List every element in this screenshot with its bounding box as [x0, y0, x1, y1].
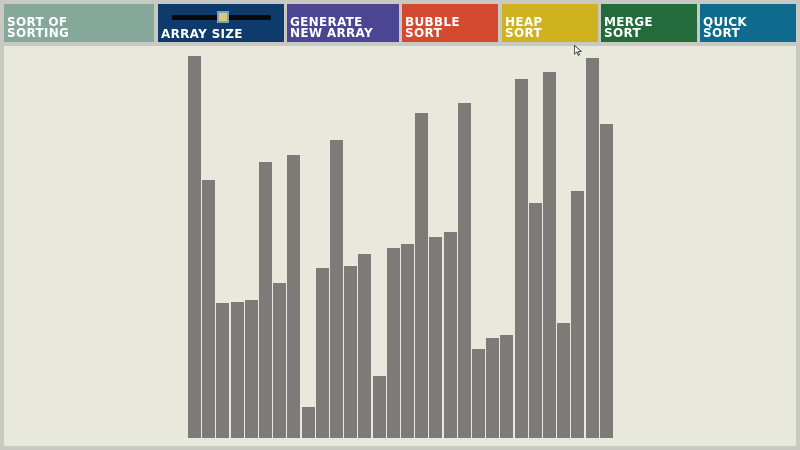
array-bar: [202, 180, 216, 438]
heap-line1: HEAP: [505, 15, 543, 29]
array-bar: [301, 407, 315, 438]
array-bar: [344, 266, 358, 438]
array-bar: [528, 203, 542, 438]
array-bar: [358, 254, 372, 438]
array-bar: [486, 338, 500, 438]
array-bar: [216, 303, 230, 438]
generate-line1: GENERATE: [290, 15, 363, 29]
bubble-line2: SORT: [405, 26, 442, 40]
app-title-line2: SORTING: [7, 26, 70, 40]
array-bar: [273, 283, 287, 438]
array-bar: [244, 300, 258, 438]
array-size-slider-thumb[interactable]: [217, 11, 230, 23]
array-bar: [230, 302, 244, 438]
array-bar: [330, 140, 343, 438]
quick-sort-button[interactable]: QUICK SORT: [700, 4, 796, 42]
heap-line2: SORT: [505, 26, 542, 40]
generate-line2: NEW ARRAY: [290, 26, 373, 40]
array-bar: [287, 155, 301, 438]
array-bar: [188, 56, 201, 438]
array-size-control: ARRAY SIZE: [158, 4, 284, 42]
array-bar: [457, 103, 471, 438]
bubble-line1: BUBBLE: [405, 15, 460, 29]
array-bar: [315, 268, 329, 438]
array-bar: [429, 237, 443, 438]
array-bar: [401, 244, 414, 438]
merge-line2: SORT: [604, 26, 641, 40]
generate-new-array-button[interactable]: GENERATE NEW ARRAY: [287, 4, 399, 42]
toolbar: SORT OF SORTING ARRAY SIZE GENERATE NEW …: [0, 0, 800, 44]
merge-sort-button[interactable]: MERGE SORT: [601, 4, 697, 42]
sorting-canvas: [4, 46, 796, 446]
array-bar: [372, 376, 386, 438]
array-bar: [415, 113, 429, 438]
app-title: SORT OF SORTING: [4, 4, 154, 42]
array-bars: [4, 46, 796, 446]
array-size-label: ARRAY SIZE: [161, 27, 243, 41]
array-bar: [514, 79, 528, 438]
array-bar: [472, 349, 485, 438]
app-title-line1: SORT OF: [7, 15, 68, 29]
array-bar: [571, 191, 585, 438]
array-bar: [443, 232, 457, 438]
array-bar: [386, 248, 400, 438]
array-bar: [557, 323, 571, 438]
quick-line2: SORT: [703, 26, 740, 40]
bubble-sort-button[interactable]: BUBBLE SORT: [402, 4, 498, 42]
heap-sort-button[interactable]: HEAP SORT: [502, 4, 598, 42]
array-bar: [500, 335, 514, 438]
array-bar: [599, 124, 613, 438]
quick-line1: QUICK: [703, 15, 748, 29]
merge-line1: MERGE: [604, 15, 653, 29]
array-bar: [543, 72, 556, 438]
array-bar: [585, 58, 599, 438]
array-bar: [259, 162, 272, 438]
